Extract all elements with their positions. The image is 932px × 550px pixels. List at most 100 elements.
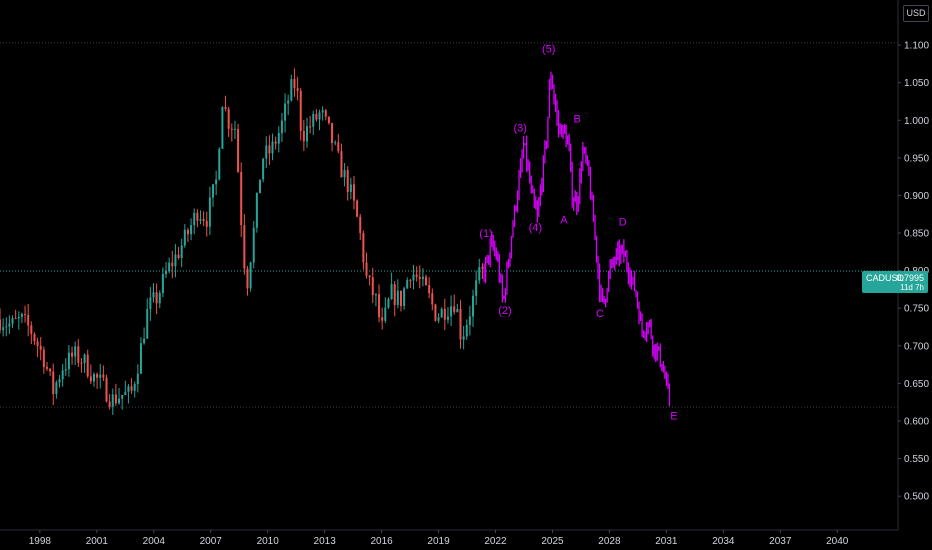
candle-body xyxy=(265,145,268,159)
y-axis[interactable]: 1.1001.0501.0000.9500.9000.8500.8000.750… xyxy=(897,0,929,530)
candle-body xyxy=(71,352,74,357)
candle-body xyxy=(349,184,352,192)
candle-body xyxy=(165,270,168,275)
candle-body xyxy=(52,371,55,394)
candle-body xyxy=(5,326,8,328)
x-tick-label: 2019 xyxy=(427,536,450,547)
y-tick-label: 1.000 xyxy=(904,116,929,127)
y-tick-label: 0.550 xyxy=(904,454,929,465)
candle-body xyxy=(412,274,415,281)
x-axis[interactable]: 1998 2001 2004 2007 2010 2013 2016 2019 2022 2025… xyxy=(0,529,898,547)
horizontal-levels xyxy=(0,42,898,408)
candle-body xyxy=(80,362,83,364)
candle-body xyxy=(406,280,409,289)
candle-body xyxy=(368,275,371,278)
candle-body xyxy=(475,280,478,296)
candle-body xyxy=(327,116,330,124)
candle-body xyxy=(478,267,481,281)
candle-body xyxy=(246,268,249,289)
candle-body xyxy=(111,394,114,407)
candle-body xyxy=(271,141,274,154)
candle-body xyxy=(2,327,5,331)
candle-body xyxy=(205,220,208,227)
symbol-label: CADUSD xyxy=(866,273,905,283)
candle-body xyxy=(296,88,299,91)
candle-body xyxy=(183,229,186,246)
candle-body xyxy=(227,109,230,129)
candle-body xyxy=(446,316,449,320)
candle-body xyxy=(393,284,396,305)
candle-body xyxy=(243,225,246,269)
candle-body xyxy=(212,184,215,198)
candle-body xyxy=(83,354,86,364)
projection-path xyxy=(483,71,671,407)
candle-body xyxy=(387,299,390,308)
x-tick-label: 2037 xyxy=(769,536,792,547)
candle-body xyxy=(468,316,471,325)
candle-body xyxy=(149,297,152,310)
candle-body xyxy=(456,308,459,313)
candle-body xyxy=(337,142,340,152)
candle-body xyxy=(309,126,312,128)
candle-body xyxy=(102,374,105,378)
candle-body xyxy=(459,308,462,340)
y-tick-label: 0.950 xyxy=(904,153,929,164)
x-tick-label: 2022 xyxy=(484,536,507,547)
wave-label: (1) xyxy=(479,228,492,240)
candle-body xyxy=(190,225,193,235)
candle-body xyxy=(14,318,17,320)
candle-body xyxy=(374,294,377,296)
candle-body xyxy=(450,306,453,317)
candle-body xyxy=(67,352,70,370)
candle-body xyxy=(255,193,258,228)
candle-body xyxy=(437,317,440,321)
candle-body xyxy=(186,229,189,235)
candle-body xyxy=(105,377,108,402)
candle-body xyxy=(428,285,431,294)
candle-body xyxy=(277,133,280,144)
candle-body xyxy=(168,262,171,271)
candle-body xyxy=(378,294,381,318)
candle-body xyxy=(352,184,355,201)
bar-countdown: 11d 7h xyxy=(900,283,924,292)
candle-body xyxy=(64,369,67,371)
candle-body xyxy=(434,304,437,321)
wave-label: (3) xyxy=(513,123,526,135)
candle-body xyxy=(365,262,368,276)
candle-body xyxy=(96,374,99,378)
y-tick-label: 0.750 xyxy=(904,304,929,315)
x-tick-label: 2028 xyxy=(598,536,621,547)
y-tick-label: 1.050 xyxy=(904,78,929,89)
candle-body xyxy=(481,267,484,269)
candle-body xyxy=(262,158,265,180)
candle-body xyxy=(237,128,240,173)
candle-body xyxy=(199,219,202,221)
candle-body xyxy=(146,309,149,339)
candle-body xyxy=(114,394,117,404)
candle-body xyxy=(58,379,61,383)
x-tick-label: 2004 xyxy=(143,536,166,547)
candle-body xyxy=(39,345,42,350)
candle-body xyxy=(193,212,196,226)
x-tick-label: 2007 xyxy=(200,536,223,547)
candle-body xyxy=(274,141,277,144)
candle-body xyxy=(177,254,180,258)
candle-body xyxy=(233,128,236,130)
currency-label[interactable]: USD xyxy=(903,5,929,22)
candle-body xyxy=(152,292,155,298)
candle-body xyxy=(280,120,283,134)
candle-body xyxy=(465,324,468,337)
candle-body xyxy=(290,79,293,101)
candle-body xyxy=(418,276,421,280)
candle-body xyxy=(174,254,177,267)
candle-body xyxy=(399,290,402,306)
candle-body xyxy=(268,145,271,154)
candle-body xyxy=(453,306,456,313)
candle-body xyxy=(89,376,92,382)
candle-body xyxy=(356,200,359,217)
wave-label: B xyxy=(573,114,580,126)
last-price: 0.7995 xyxy=(896,273,924,283)
candle-body xyxy=(61,370,64,380)
candle-body xyxy=(136,373,139,385)
